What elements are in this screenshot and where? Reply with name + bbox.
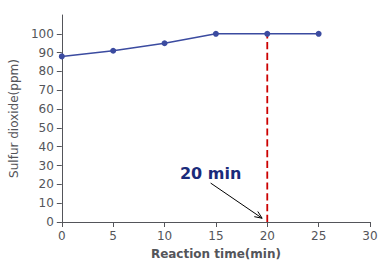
svg-text:100: 100 bbox=[31, 27, 54, 41]
svg-text:20: 20 bbox=[39, 177, 54, 191]
svg-text:80: 80 bbox=[39, 64, 54, 78]
svg-text:50: 50 bbox=[39, 121, 54, 135]
svg-text:20 min: 20 min bbox=[180, 164, 241, 183]
svg-text:70: 70 bbox=[39, 83, 54, 97]
svg-text:30: 30 bbox=[39, 159, 54, 173]
svg-text:Sulfur dioxide(ppm): Sulfur dioxide(ppm) bbox=[7, 59, 21, 178]
svg-text:0: 0 bbox=[58, 229, 66, 243]
svg-text:Reaction time(min): Reaction time(min) bbox=[151, 247, 281, 261]
svg-text:90: 90 bbox=[39, 46, 54, 60]
svg-text:10: 10 bbox=[157, 229, 172, 243]
svg-text:5: 5 bbox=[109, 229, 117, 243]
svg-text:40: 40 bbox=[39, 140, 54, 154]
svg-text:25: 25 bbox=[311, 229, 326, 243]
svg-text:0: 0 bbox=[46, 215, 54, 229]
svg-text:10: 10 bbox=[39, 196, 54, 210]
svg-text:30: 30 bbox=[362, 229, 377, 243]
svg-text:20: 20 bbox=[260, 229, 275, 243]
svg-text:15: 15 bbox=[208, 229, 223, 243]
svg-text:60: 60 bbox=[39, 102, 54, 116]
